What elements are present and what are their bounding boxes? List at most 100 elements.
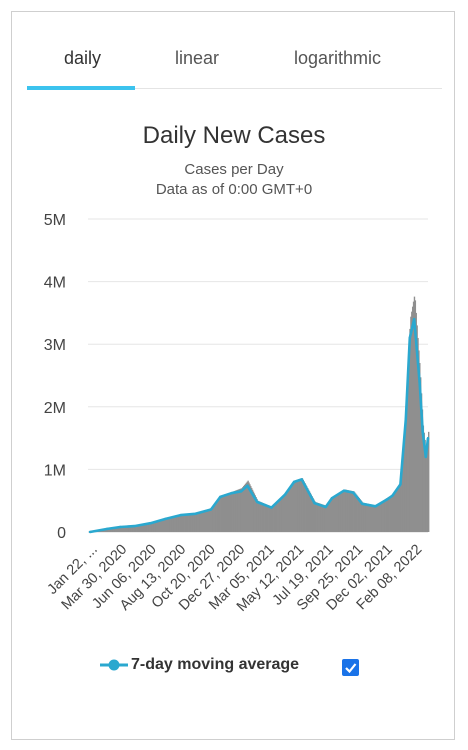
daily-cases-bar (185, 514, 187, 532)
moving-average-point (300, 478, 303, 481)
daily-cases-bar (235, 490, 238, 532)
moving-average-point (374, 505, 377, 508)
daily-cases-bar (325, 505, 328, 532)
daily-cases-bar (269, 506, 272, 532)
daily-cases-bar (153, 521, 155, 532)
daily-cases-bar (362, 502, 364, 532)
daily-cases-bar (178, 514, 181, 532)
daily-cases-bar (350, 490, 353, 532)
daily-cases-bar (254, 495, 256, 532)
daily-cases-bar (271, 506, 273, 532)
moving-average-point (324, 505, 327, 509)
moving-average-point (421, 430, 424, 434)
daily-cases-bar (196, 512, 199, 532)
daily-cases-bar (314, 501, 316, 532)
daily-cases-bar (290, 486, 292, 532)
daily-cases-bar (147, 523, 150, 532)
daily-cases-bar (194, 513, 196, 532)
daily-cases-bar (416, 325, 418, 532)
daily-cases-bar (337, 493, 339, 532)
tab-linear[interactable]: linear (175, 48, 220, 68)
daily-cases-bar (210, 508, 212, 532)
moving-average-point (424, 455, 427, 459)
daily-cases-bar (403, 444, 405, 532)
chart-subtitle: Cases per Day (184, 161, 284, 178)
daily-cases-bar (220, 495, 223, 532)
daily-cases-bar (365, 503, 368, 532)
daily-cases-bar (244, 483, 247, 532)
daily-cases-bar (181, 514, 184, 532)
daily-cases-bar (240, 488, 242, 532)
daily-cases-bar (273, 505, 275, 532)
daily-cases-bar (306, 486, 308, 532)
daily-cases-bar (246, 481, 248, 532)
daily-cases-bar (213, 504, 216, 532)
daily-cases-bar (293, 481, 296, 532)
daily-cases-bar (272, 506, 274, 532)
daily-cases-bar (136, 525, 138, 532)
daily-cases-bar (395, 490, 397, 532)
daily-cases-bar (304, 483, 306, 532)
daily-cases-bar (221, 495, 224, 532)
daily-cases-bar (222, 494, 224, 532)
daily-cases-bar (219, 496, 222, 532)
daily-cases-bar (405, 406, 408, 532)
daily-cases-bar (376, 505, 378, 532)
daily-cases-bar (360, 500, 362, 532)
daily-cases-bar (133, 525, 135, 532)
tab-daily[interactable]: daily (64, 48, 102, 68)
daily-cases-bar (323, 505, 326, 532)
daily-cases-bar (107, 528, 110, 532)
daily-cases-bar (186, 514, 188, 532)
daily-cases-bar (239, 488, 241, 532)
daily-cases-bar (387, 497, 389, 532)
daily-cases-bar (372, 505, 375, 532)
daily-cases-bar (312, 497, 314, 532)
daily-cases-bar (351, 490, 353, 532)
daily-cases-bar (399, 483, 401, 532)
daily-cases-bar (187, 513, 190, 532)
daily-cases-bar (186, 513, 189, 532)
y-tick-label: 0 (57, 525, 66, 542)
daily-cases-bar (109, 527, 111, 532)
daily-cases-bar (159, 520, 161, 532)
moving-average-point (270, 506, 273, 509)
daily-cases-bar (125, 526, 127, 532)
daily-cases-bar (359, 499, 361, 532)
legend-label[interactable]: 7-day moving average (131, 656, 300, 673)
daily-cases-bar (339, 492, 341, 532)
daily-cases-bar (176, 515, 178, 532)
daily-cases-bar (130, 525, 133, 532)
daily-cases-bar (307, 488, 309, 532)
daily-cases-bar (404, 419, 407, 532)
daily-cases-bar (253, 493, 256, 532)
daily-cases-bar (267, 505, 270, 532)
daily-cases-bar (129, 525, 131, 532)
daily-cases-bar (175, 515, 177, 532)
daily-cases-bar (379, 502, 382, 532)
daily-cases-bar (413, 296, 416, 532)
daily-cases-bar (384, 499, 386, 532)
daily-cases-bar (353, 491, 355, 532)
daily-cases-bar (268, 505, 271, 532)
legend-checkbox[interactable] (342, 659, 359, 676)
daily-cases-bar (381, 501, 384, 532)
daily-cases-bar (266, 504, 268, 532)
daily-cases-bar (311, 496, 313, 532)
daily-cases-bar (411, 311, 413, 532)
daily-cases-bar (262, 503, 264, 532)
daily-cases-bar (160, 519, 162, 532)
daily-cases-bar (134, 525, 136, 532)
tab-logarithmic[interactable]: logarithmic (294, 48, 382, 68)
y-tick-label: 2M (44, 400, 66, 417)
daily-cases-bar (232, 491, 234, 532)
daily-cases-bar (174, 516, 176, 532)
moving-average-point (230, 491, 233, 495)
daily-cases-bar (397, 486, 400, 532)
moving-average-point (246, 484, 249, 487)
daily-cases-bar (307, 489, 310, 532)
daily-cases-bar (291, 483, 294, 532)
legend-line-marker-icon[interactable] (100, 657, 128, 673)
moving-average-point (399, 483, 402, 486)
daily-cases-bar (401, 469, 403, 532)
